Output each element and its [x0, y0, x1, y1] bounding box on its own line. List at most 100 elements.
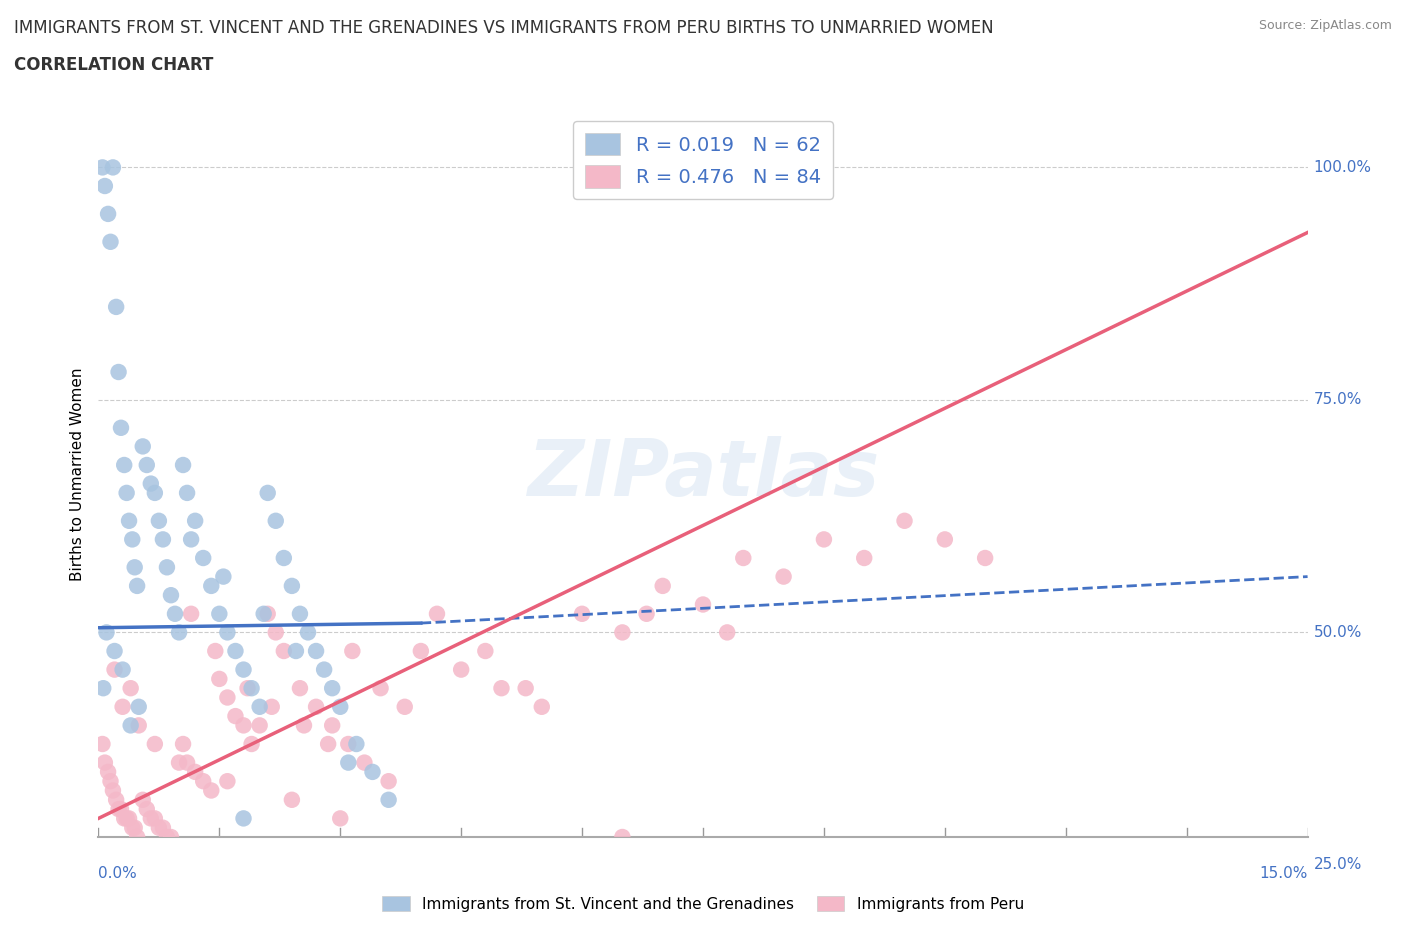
- Point: [394, 699, 416, 714]
- Point: [101, 160, 124, 175]
- Point: [96, 625, 118, 640]
- Point: [260, 699, 283, 714]
- Point: [474, 644, 496, 658]
- Point: [342, 644, 364, 658]
- Point: [515, 681, 537, 696]
- Point: [103, 644, 125, 658]
- Point: [139, 476, 162, 491]
- Point: [716, 625, 738, 640]
- Point: [176, 755, 198, 770]
- Point: [249, 699, 271, 714]
- Point: [160, 588, 183, 603]
- Point: [409, 644, 432, 658]
- Point: [120, 718, 142, 733]
- Point: [115, 811, 138, 826]
- Legend: R = 0.019   N = 62, R = 0.476   N = 84: R = 0.019 N = 62, R = 0.476 N = 84: [574, 121, 832, 199]
- Point: [321, 718, 343, 733]
- Point: [217, 774, 239, 789]
- Point: [112, 811, 135, 826]
- Point: [612, 625, 634, 640]
- Point: [110, 802, 132, 817]
- Point: [651, 578, 673, 593]
- Point: [491, 681, 513, 696]
- Point: [148, 513, 170, 528]
- Text: CORRELATION CHART: CORRELATION CHART: [14, 56, 214, 73]
- Point: [143, 737, 166, 751]
- Point: [103, 662, 125, 677]
- Point: [974, 551, 997, 565]
- Point: [853, 551, 876, 565]
- Point: [193, 774, 215, 789]
- Point: [132, 439, 155, 454]
- Point: [160, 830, 183, 844]
- Point: [180, 532, 202, 547]
- Point: [163, 839, 186, 854]
- Point: [224, 644, 246, 658]
- Point: [124, 820, 146, 835]
- Point: [110, 420, 132, 435]
- Point: [612, 830, 634, 844]
- Point: [152, 532, 174, 547]
- Point: [163, 606, 186, 621]
- Point: [91, 681, 114, 696]
- Point: [253, 606, 276, 621]
- Point: [636, 606, 658, 621]
- Point: [111, 662, 134, 677]
- Point: [426, 606, 449, 621]
- Point: [305, 699, 328, 714]
- Point: [240, 681, 263, 696]
- Point: [288, 606, 311, 621]
- Point: [148, 820, 170, 835]
- Point: [127, 578, 149, 593]
- Point: [127, 830, 149, 844]
- Point: [232, 811, 254, 826]
- Point: [139, 811, 162, 826]
- Point: [377, 774, 399, 789]
- Point: [167, 625, 190, 640]
- Point: [97, 206, 120, 221]
- Point: [128, 699, 150, 714]
- Point: [273, 551, 295, 565]
- Point: [305, 644, 328, 658]
- Point: [571, 606, 593, 621]
- Point: [128, 718, 150, 733]
- Point: [156, 830, 179, 844]
- Legend: Immigrants from St. Vincent and the Grenadines, Immigrants from Peru: Immigrants from St. Vincent and the Gren…: [375, 889, 1031, 918]
- Point: [934, 532, 956, 547]
- Point: [135, 458, 157, 472]
- Text: 50.0%: 50.0%: [1313, 625, 1362, 640]
- Point: [813, 532, 835, 547]
- Point: [353, 755, 375, 770]
- Point: [329, 699, 352, 714]
- Point: [107, 365, 129, 379]
- Point: [172, 737, 194, 751]
- Y-axis label: Births to Unmarried Women: Births to Unmarried Women: [69, 367, 84, 581]
- Point: [314, 662, 336, 677]
- Point: [121, 820, 143, 835]
- Point: [152, 820, 174, 835]
- Point: [143, 485, 166, 500]
- Point: [361, 764, 384, 779]
- Point: [118, 513, 141, 528]
- Text: 15.0%: 15.0%: [1260, 866, 1308, 881]
- Point: [297, 625, 319, 640]
- Point: [256, 485, 278, 500]
- Point: [232, 718, 254, 733]
- Point: [284, 644, 307, 658]
- Point: [118, 811, 141, 826]
- Point: [208, 671, 231, 686]
- Point: [232, 662, 254, 677]
- Point: [132, 792, 155, 807]
- Point: [240, 737, 263, 751]
- Point: [217, 625, 239, 640]
- Text: Source: ZipAtlas.com: Source: ZipAtlas.com: [1258, 19, 1392, 32]
- Point: [193, 551, 215, 565]
- Point: [156, 560, 179, 575]
- Text: 75.0%: 75.0%: [1313, 392, 1362, 407]
- Point: [105, 299, 128, 314]
- Point: [172, 458, 194, 472]
- Point: [772, 569, 794, 584]
- Point: [281, 792, 304, 807]
- Point: [121, 532, 143, 547]
- Point: [692, 597, 714, 612]
